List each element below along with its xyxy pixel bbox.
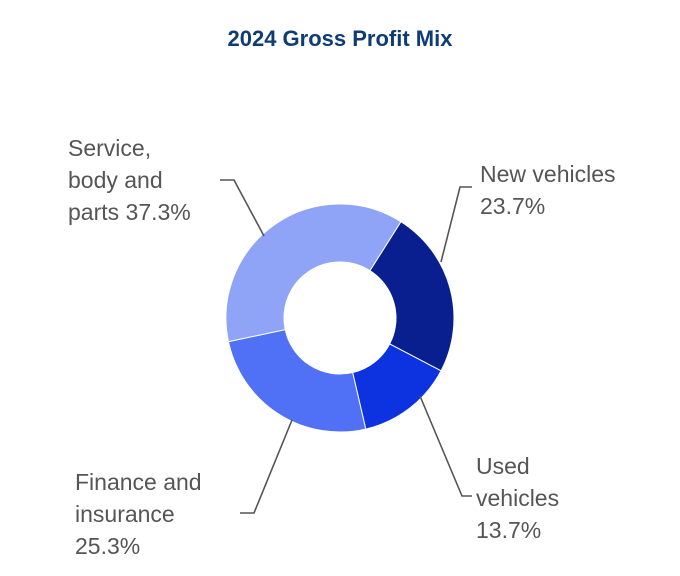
leader-line-new-vehicles [440,186,472,263]
leader-line-service-body-and-parts [220,179,265,237]
slice-label-line: Service, [68,135,152,161]
slice-label-line: parts 37.3% [68,199,191,225]
donut-slice-new-vehicles [369,220,455,372]
slice-label-line: vehicles [476,485,560,511]
slice-label-line: 25.3% [75,533,141,559]
slice-label-line: 13.7% [476,517,542,543]
slice-label-service-body-and-parts: Service, body and parts 37.3% [68,132,191,228]
slice-label-finance-and-insurance: Finance and insurance 25.3% [75,466,202,562]
leader-line-finance-and-insurance [240,419,293,514]
slice-label-line: Finance and [75,469,202,495]
slice-label-line: New vehicles [480,161,616,187]
donut-slice-finance-and-insurance [227,329,367,433]
slice-label-line: Used [476,453,530,479]
slice-label-line: insurance [75,501,175,527]
slice-label-new-vehicles: New vehicles 23.7% [480,158,616,222]
slice-label-used-vehicles: Used vehicles 13.7% [476,450,559,546]
slice-label-line: 23.7% [480,193,546,219]
leader-line-used-vehicles [419,395,472,497]
chart-title: 2024 Gross Profit Mix [227,26,453,51]
slice-label-line: body and [68,167,163,193]
donut-slice-service-body-and-parts [225,203,402,343]
